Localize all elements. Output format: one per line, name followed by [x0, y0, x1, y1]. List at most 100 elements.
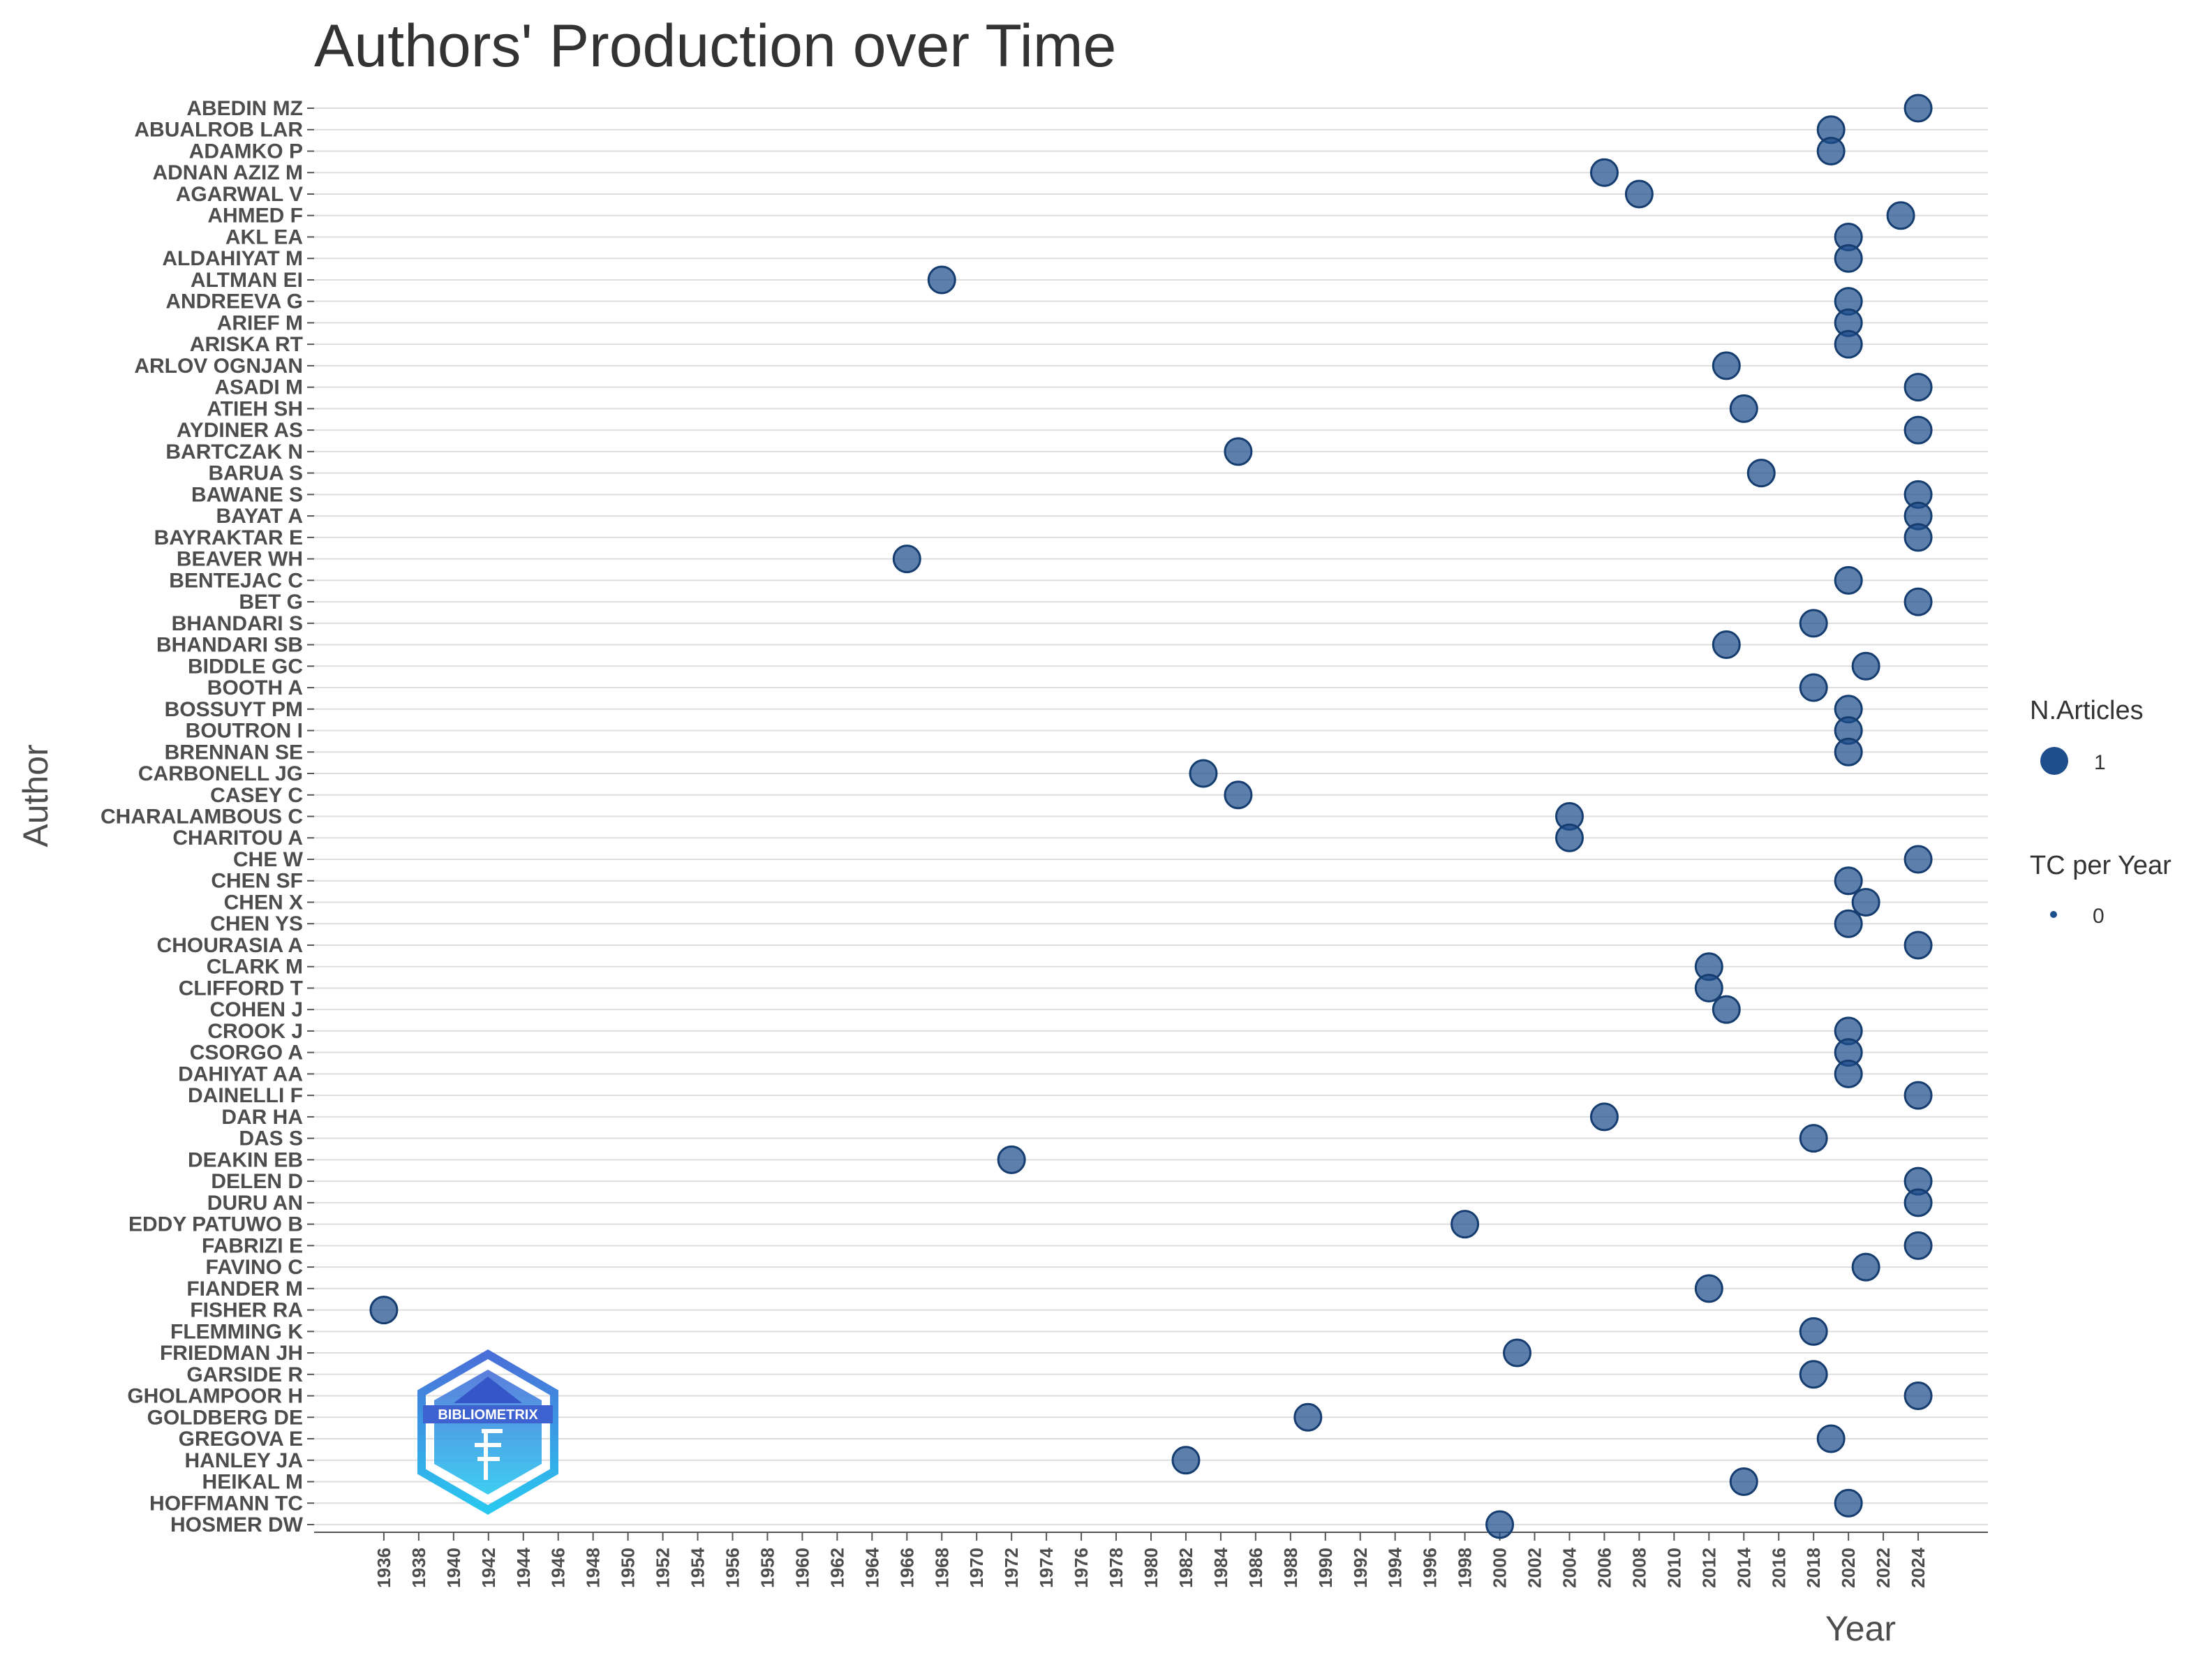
legend-key-articles — [2040, 747, 2068, 775]
y-tick-label: BOOTH A — [207, 676, 303, 699]
y-tick-label: DURU AN — [207, 1192, 303, 1215]
x-tick-label: 1972 — [1001, 1548, 1022, 1588]
x-tick-label: 1998 — [1455, 1548, 1476, 1588]
y-tick-label: BEAVER WH — [177, 548, 303, 571]
y-tick-label: GHOLAMPOOR H — [127, 1385, 303, 1408]
y-tick-label: BHANDARI S — [172, 612, 303, 635]
x-tick-label: 2006 — [1594, 1548, 1615, 1588]
y-tick-label: BAYAT A — [216, 505, 303, 528]
x-tick-label: 2002 — [1524, 1548, 1545, 1588]
y-tick-label: ASADI M — [214, 376, 303, 399]
x-tick-label: 1976 — [1071, 1548, 1092, 1588]
data-point — [1903, 931, 1933, 960]
data-point — [997, 1145, 1026, 1174]
y-tick-label: AYDINER AS — [177, 419, 303, 442]
x-tick-label: 1992 — [1350, 1548, 1371, 1588]
y-tick-label: BARUA S — [208, 462, 303, 485]
data-point — [1224, 780, 1253, 810]
y-axis-title: Author — [16, 744, 55, 847]
legend-key-tc — [2050, 911, 2057, 918]
y-tick-label: HOFFMANN TC — [149, 1492, 303, 1515]
y-tick-label: ALDAHIYAT M — [162, 247, 303, 270]
x-tick-label: 2022 — [1873, 1548, 1894, 1588]
y-tick-label: CHARALAMBOUS C — [101, 806, 303, 829]
y-tick-label: AHMED F — [207, 205, 303, 228]
x-tick-label: 1978 — [1106, 1548, 1127, 1588]
data-point — [1834, 909, 1863, 938]
data-point — [1834, 1059, 1863, 1088]
x-tick-label: 1940 — [443, 1548, 464, 1588]
data-point — [1851, 887, 1880, 917]
x-tick-label: 1980 — [1141, 1548, 1161, 1588]
y-tick-label: BHANDARI SB — [156, 634, 303, 657]
y-tick-label: CLARK M — [207, 956, 303, 979]
y-tick-label: CHARITOU A — [172, 827, 303, 850]
y-tick-label: CSORGO A — [190, 1042, 303, 1065]
y-tick-label: BRENNAN SE — [165, 741, 303, 764]
y-tick-label: FIANDER M — [186, 1277, 303, 1301]
x-tick-label: 1936 — [373, 1548, 394, 1588]
data-point — [1834, 866, 1863, 896]
data-point — [1903, 94, 1933, 123]
data-point — [1746, 459, 1776, 488]
data-point — [1589, 158, 1619, 187]
y-tick-label: BENTEJAC C — [169, 569, 303, 592]
data-point — [1799, 609, 1828, 638]
x-tick-label: 1986 — [1245, 1548, 1266, 1588]
data-point — [369, 1296, 399, 1325]
data-point — [1799, 1124, 1828, 1153]
data-point — [1450, 1210, 1480, 1239]
x-tick-label: 1954 — [688, 1547, 708, 1587]
data-point — [1555, 823, 1584, 852]
x-tick-label: 1958 — [757, 1548, 778, 1588]
y-tick-label: DAHIYAT AA — [178, 1062, 303, 1086]
data-point — [1903, 1081, 1933, 1110]
x-tick-label: 1950 — [618, 1548, 639, 1588]
legend-label-tc: 0 — [2093, 905, 2105, 928]
y-tick-label: BAYRAKTAR E — [154, 526, 303, 549]
y-tick-label: DAS S — [239, 1127, 303, 1150]
y-tick-label: ANDREEVA G — [165, 290, 303, 313]
x-tick-label: 2000 — [1490, 1548, 1510, 1588]
y-tick-label: CASEY C — [210, 784, 303, 807]
data-point — [1903, 1381, 1933, 1411]
data-point — [1503, 1338, 1532, 1368]
chart-title: Authors' Production over Time — [314, 13, 1116, 80]
data-points — [369, 94, 1933, 1539]
logo-hexagon — [417, 1349, 558, 1515]
data-point — [1903, 1188, 1933, 1217]
y-tick-label: CROOK J — [207, 1020, 303, 1043]
logo-banner — [423, 1405, 553, 1423]
legend-title-articles: N.Articles — [2030, 696, 2144, 725]
y-tick-label: BOUTRON I — [186, 720, 303, 743]
y-tick-label: FAVINO C — [206, 1256, 303, 1279]
x-tick-label: 2016 — [1768, 1548, 1789, 1588]
x-tick-label: 1952 — [653, 1548, 674, 1588]
data-point — [1834, 329, 1863, 359]
x-axis-ticks: 1936 1938 1940 1942 1944 1946 1948 1950 1952 1954… — [373, 1532, 1929, 1588]
y-tick-label: CARBONELL JG — [138, 762, 303, 785]
data-point — [1903, 1231, 1933, 1260]
data-point — [1712, 351, 1741, 380]
x-tick-label: 1982 — [1175, 1548, 1196, 1588]
y-tick-label: BIDDLE GC — [188, 655, 303, 678]
legend-title-tc: TC per Year — [2030, 851, 2172, 880]
logo-text: BIBLIOMETRIX — [438, 1407, 538, 1423]
data-point — [1816, 1424, 1846, 1453]
y-tick-label: BET G — [239, 591, 303, 614]
x-tick-label: 1942 — [478, 1548, 499, 1588]
y-tick-label: CHOURASIA A — [157, 934, 303, 957]
data-point — [892, 544, 921, 574]
y-tick-label: BARTCZAK N — [165, 440, 303, 464]
data-point — [1694, 1274, 1723, 1303]
x-tick-label: 1968 — [931, 1548, 952, 1588]
gridlines — [314, 108, 1988, 1525]
data-point — [1903, 373, 1933, 402]
legend-label-articles: 1 — [2094, 751, 2106, 774]
y-tick-label: ADNAN AZIZ M — [152, 161, 303, 184]
x-tick-label: 1944 — [513, 1547, 534, 1587]
y-tick-label: DEAKIN EB — [188, 1148, 303, 1171]
x-tick-label: 2024 — [1908, 1547, 1929, 1587]
y-tick-label: FRIEDMAN JH — [160, 1342, 303, 1365]
x-tick-label: 1990 — [1315, 1548, 1336, 1588]
